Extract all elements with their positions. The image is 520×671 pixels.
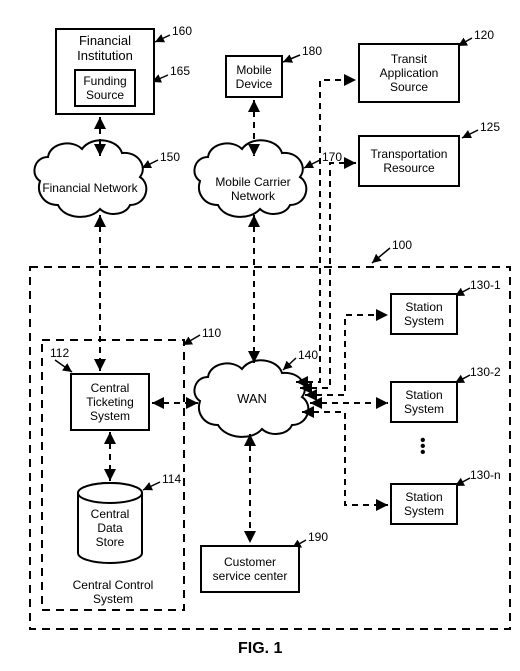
- ref-120: 120: [474, 28, 494, 42]
- station-system-1: StationSystem: [390, 293, 458, 335]
- financial-institution: FinancialInstitution FundingSource: [55, 28, 155, 115]
- svg-text:Mobile Carrier: Mobile Carrier: [215, 175, 290, 189]
- svg-text:Data: Data: [97, 521, 123, 535]
- link-wan-sn: [302, 412, 388, 505]
- ref-160: 160: [172, 24, 192, 38]
- ref-112: 112: [50, 346, 69, 360]
- ref-130-1: 130-1: [470, 278, 501, 292]
- mobile-carrier-cloud: Mobile Carrier Network: [194, 140, 306, 217]
- central-control-system-label: Central ControlSystem: [68, 578, 158, 606]
- ref-110: 110: [202, 326, 221, 340]
- ref-150: 150: [160, 150, 180, 164]
- transit-app-source: TransitApplicationSource: [358, 43, 460, 103]
- mobile-device: MobileDevice: [225, 55, 283, 98]
- ellipsis-icon: •••: [420, 438, 426, 456]
- financial-network-cloud: Financial Network: [34, 140, 146, 217]
- central-ticketing-system: CentralTicketingSystem: [70, 373, 150, 431]
- wan-label: WAN: [237, 391, 267, 406]
- ref-180: 180: [302, 44, 322, 58]
- ref-100: 100: [392, 238, 412, 252]
- ref-190: 190: [308, 530, 328, 544]
- funding-source: FundingSource: [74, 69, 136, 107]
- ref-165: 165: [170, 64, 190, 78]
- wan-cloud: WAN: [194, 360, 308, 437]
- station-system-n: StationSystem: [390, 483, 458, 525]
- svg-text:Central: Central: [91, 507, 130, 521]
- svg-text:Store: Store: [96, 535, 125, 549]
- financial-network-label: Financial Network: [42, 181, 138, 195]
- ref-140: 140: [298, 348, 318, 362]
- svg-text:Network: Network: [231, 189, 276, 203]
- financial-institution-label: FinancialInstitution: [77, 34, 133, 64]
- ref-114: 114: [162, 472, 181, 486]
- central-data-store: Central Data Store: [78, 483, 142, 563]
- link-wan-tas: [296, 80, 356, 382]
- transportation-resource: TransportationResource: [358, 135, 460, 187]
- ref-170: 170: [322, 150, 342, 164]
- ref-130-2: 130-2: [470, 365, 501, 379]
- figure-caption: FIG. 1: [238, 640, 282, 658]
- customer-service-center: Customerservice center: [200, 545, 300, 593]
- ref-130-n: 130-n: [470, 468, 501, 482]
- station-system-2: StationSystem: [390, 381, 458, 423]
- ref-125: 125: [480, 120, 500, 134]
